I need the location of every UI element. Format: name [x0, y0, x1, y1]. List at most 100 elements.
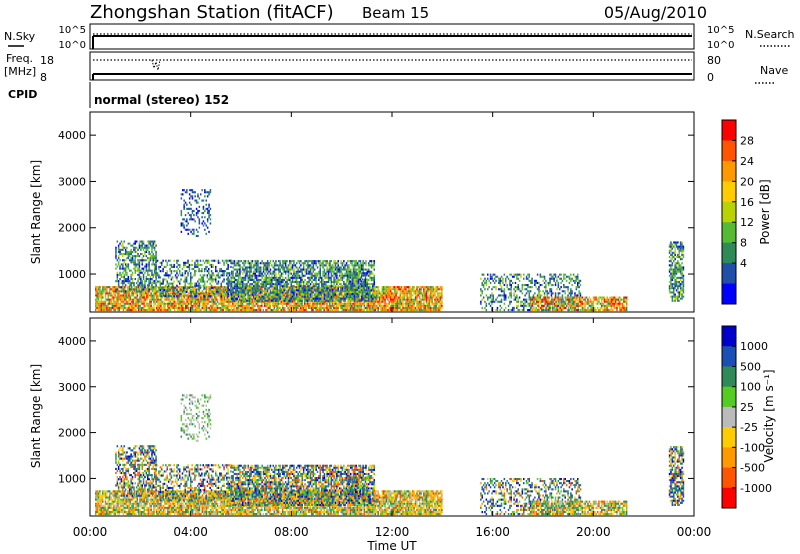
- power-range-gate: [436, 302, 439, 305]
- power-range-gate: [113, 306, 115, 309]
- power-range-gate: [153, 242, 156, 245]
- power-range-gate: [308, 287, 310, 290]
- power-range-gate: [142, 306, 144, 309]
- power-range-gate: [329, 289, 331, 292]
- power-range-gate: [102, 288, 104, 291]
- power-range-gate: [194, 304, 197, 307]
- power-range-gate: [111, 294, 114, 297]
- power-range-gate: [326, 260, 328, 263]
- power-range-gate: [287, 309, 289, 312]
- power-range-gate: [226, 290, 228, 293]
- power-range-gate: [244, 268, 247, 271]
- power-range-gate: [146, 309, 148, 312]
- power-range-gate: [305, 287, 308, 290]
- power-range-gate: [247, 295, 249, 298]
- power-range-gate: [407, 286, 410, 289]
- power-range-gate: [158, 268, 160, 271]
- power-range-gate: [265, 266, 267, 269]
- power-range-gate: [255, 291, 258, 294]
- power-range-gate: [151, 246, 153, 249]
- power-range-gate: [302, 266, 305, 269]
- power-range-gate: [428, 302, 431, 305]
- power-range-gate: [430, 306, 432, 309]
- power-range-gate: [222, 306, 224, 309]
- power-range-gate: [197, 263, 199, 266]
- power-range-gate: [139, 304, 141, 307]
- power-range-gate: [330, 299, 333, 302]
- power-range-gate: [169, 304, 172, 307]
- power-range-gate: [117, 250, 120, 253]
- power-range-gate: [326, 289, 328, 292]
- power-range-gate: [224, 293, 227, 296]
- power-range-gate: [138, 246, 141, 249]
- power-range-gate: [307, 295, 309, 298]
- power-range-gate: [258, 297, 261, 300]
- power-range-gate: [345, 262, 348, 265]
- power-range-gate: [226, 306, 228, 309]
- power-range-gate: [153, 282, 156, 285]
- power-range-gate: [187, 222, 189, 225]
- power-range-gate: [149, 240, 152, 243]
- power-range-gate: [235, 289, 237, 292]
- power-range-gate: [254, 262, 256, 265]
- power-range-gate: [187, 309, 190, 312]
- power-range-gate: [172, 284, 174, 287]
- power-range-gate: [340, 285, 342, 288]
- power-range-gate: [205, 191, 207, 194]
- power-range-gate: [301, 289, 303, 292]
- power-range-gate: [276, 304, 278, 307]
- power-range-gate: [309, 306, 312, 309]
- power-range-gate: [288, 304, 291, 307]
- power-range-gate: [327, 264, 330, 267]
- power-range-gate: [363, 304, 366, 307]
- power-range-gate: [244, 262, 247, 265]
- power-range-gate: [268, 293, 270, 296]
- power-range-gate: [329, 296, 331, 299]
- power-range-gate: [434, 300, 436, 303]
- power-range-gate: [409, 298, 411, 301]
- power-range-gate: [273, 285, 276, 288]
- power-range-gate: [147, 244, 149, 247]
- power-range-gate: [250, 302, 252, 305]
- power-range-gate: [142, 273, 145, 276]
- power-range-gate: [306, 298, 309, 301]
- power-range-gate: [189, 298, 191, 301]
- power-range-gate: [133, 263, 135, 266]
- power-range-gate: [204, 306, 206, 309]
- power-range-gate: [283, 285, 285, 288]
- power-range-gate: [290, 285, 292, 288]
- power-range-gate: [203, 306, 205, 309]
- power-range-gate: [197, 296, 199, 299]
- power-range-gate: [216, 288, 218, 291]
- power-range-gate: [147, 269, 149, 272]
- power-range-gate: [286, 268, 288, 271]
- power-range-gate: [116, 288, 119, 291]
- power-range-gate: [319, 266, 321, 269]
- power-range-gate: [257, 287, 259, 290]
- power-range-gate: [169, 295, 171, 298]
- power-range-gate: [203, 282, 206, 285]
- power-range-gate: [118, 290, 121, 293]
- power-range-gate: [394, 286, 396, 289]
- power-range-gate: [275, 278, 277, 281]
- power-range-gate: [195, 282, 198, 285]
- power-range-gate: [318, 287, 320, 290]
- power-range-gate: [325, 285, 327, 288]
- power-range-gate: [258, 268, 261, 271]
- power-range-gate: [247, 276, 249, 279]
- power-range-gate: [191, 197, 194, 200]
- power-range-gate: [131, 306, 133, 309]
- power-range-gate: [436, 300, 439, 303]
- power-range-gate: [309, 293, 312, 296]
- power-range-gate: [197, 309, 199, 312]
- power-range-gate: [438, 288, 440, 291]
- power-range-gate: [423, 298, 425, 301]
- power-range-gate: [126, 253, 128, 256]
- power-range-gate: [353, 302, 356, 305]
- power-range-gate: [188, 197, 191, 200]
- power-range-gate: [215, 270, 217, 273]
- power-range-gate: [340, 293, 342, 296]
- power-range-gate: [145, 269, 148, 272]
- power-range-gate: [378, 302, 381, 305]
- power-range-gate: [420, 298, 422, 301]
